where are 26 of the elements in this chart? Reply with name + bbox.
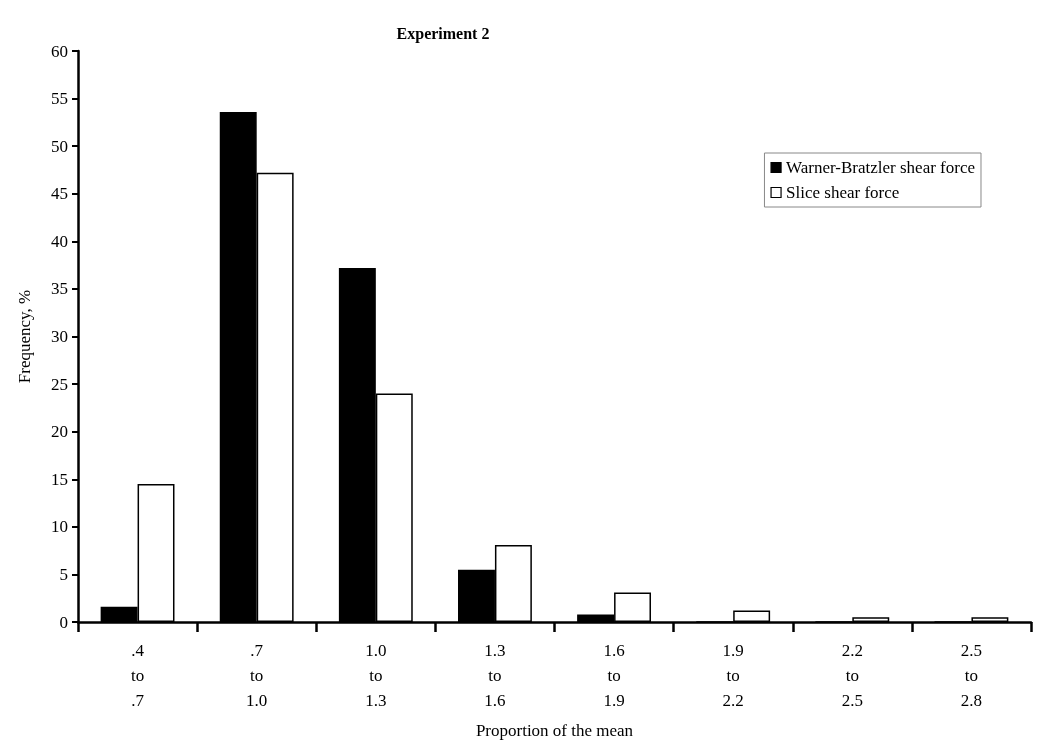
x-axis-title: Proportion of the mean	[475, 721, 634, 740]
y-tick-label: 60	[51, 41, 68, 61]
x-tick-label: 1.0 to 1.3	[365, 641, 387, 710]
legend-label: Warner-Bratzler shear force	[786, 158, 976, 177]
y-tick-label: 25	[51, 374, 68, 394]
y-tick-label: 15	[51, 469, 68, 489]
y-axis-title: Frequency, %	[15, 289, 34, 384]
y-tick-label: 0	[59, 612, 68, 632]
chart-title: Experiment 2	[396, 24, 490, 43]
y-tick-label: 50	[51, 136, 68, 156]
x-tick-label: 1.3 to 1.6	[484, 641, 506, 710]
x-tick-label: .7 to 1.0	[246, 641, 268, 710]
x-tick-label: 1.6 to 1.9	[603, 641, 625, 710]
y-tick-label: 35	[51, 279, 68, 299]
y-tick-label: 5	[59, 564, 68, 584]
x-tick-label: 1.9 to 2.2	[722, 641, 744, 710]
legend-label: Slice shear force	[786, 183, 900, 202]
x-tick-label: 2.2 to 2.5	[841, 641, 863, 710]
x-tick-label: .4 to .7	[130, 641, 145, 710]
y-tick-label: 20	[51, 422, 68, 442]
y-tick-label: 30	[51, 327, 68, 346]
x-tick-label: 2.5 to 2.8	[960, 641, 983, 710]
y-tick-label: 40	[51, 231, 68, 251]
y-tick-label: 45	[51, 184, 68, 204]
y-tick-label: 55	[51, 89, 68, 109]
y-tick-label: 10	[51, 517, 68, 537]
